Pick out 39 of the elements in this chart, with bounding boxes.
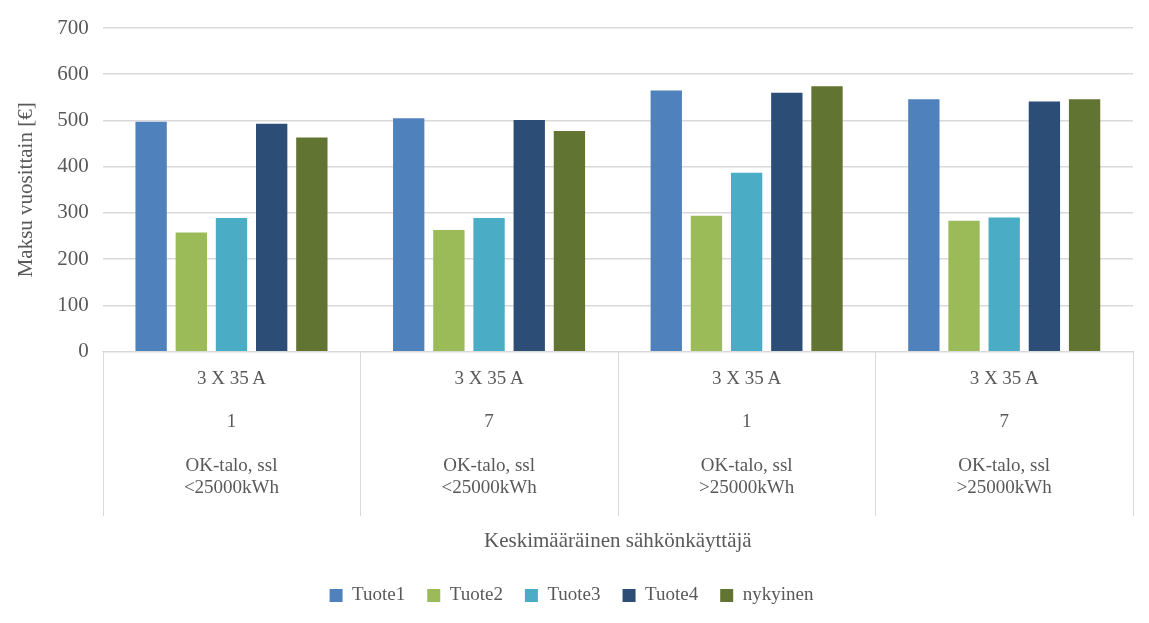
bar <box>296 137 328 351</box>
x-tick-label: 3 X 35 A 7 OK-talo, ssl >25000kWh <box>956 366 1053 497</box>
bar <box>650 90 682 351</box>
bar <box>771 92 803 351</box>
legend-label: Tuote3 <box>547 583 601 605</box>
bar <box>513 120 545 351</box>
y-tick-label: 600 <box>57 60 89 85</box>
bar <box>690 215 723 351</box>
bar <box>553 131 586 351</box>
x-tick-label: 3 X 35 A 1 OK-talo, ssl <25000kWh <box>183 366 280 497</box>
legend-label: Tuote1 <box>352 583 406 605</box>
bar <box>393 118 425 351</box>
legend-label: nykyinen <box>742 583 814 605</box>
bar <box>433 230 465 351</box>
y-tick-label: 700 <box>57 14 89 39</box>
bar <box>135 121 167 351</box>
bar <box>908 99 940 351</box>
bar <box>473 218 505 351</box>
legend-label: Tuote2 <box>449 583 503 605</box>
bar <box>730 172 763 351</box>
x-tick-label: 3 X 35 A 1 OK-talo, ssl >25000kWh <box>699 366 795 497</box>
y-tick-label: 0 <box>78 338 89 363</box>
x-tick-label: 3 X 35 A 7 OK-talo, ssl <25000kWh <box>441 366 538 497</box>
bar <box>175 232 207 351</box>
x-axis-title: Keskimääräinen sähkönkäyttäjä <box>484 527 753 552</box>
bar <box>256 123 288 351</box>
bar <box>215 218 248 351</box>
legend-label: Tuote4 <box>645 583 699 605</box>
bar <box>1068 99 1101 351</box>
y-tick-label: 500 <box>57 107 89 131</box>
y-tick-label: 100 <box>57 291 89 316</box>
y-tick-label: 400 <box>57 153 89 178</box>
y-tick-label: 200 <box>57 245 89 270</box>
bar <box>988 217 1020 351</box>
y-tick-label: 300 <box>57 199 89 224</box>
bar <box>1028 101 1061 351</box>
y-axis-title: Maksu vuosittain [€] <box>13 102 38 278</box>
bar <box>811 86 843 351</box>
bar <box>948 220 980 351</box>
